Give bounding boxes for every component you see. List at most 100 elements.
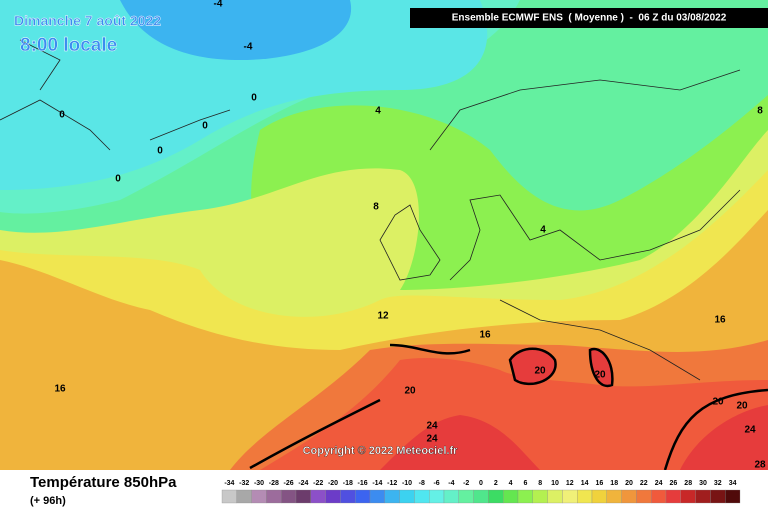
contour-label: 8 [373, 202, 379, 213]
contour-label: 20 [736, 401, 748, 412]
legend-label: -12 [387, 480, 397, 487]
contour-label: 12 [377, 311, 389, 322]
legend-label: -20 [328, 480, 338, 487]
contour-label: -4 [214, 0, 223, 10]
legend-swatch [725, 489, 741, 504]
contour-label: 0 [251, 93, 257, 104]
legend-label: 16 [596, 480, 604, 487]
legend-swatch [443, 489, 459, 504]
legend-swatch [680, 489, 696, 504]
hot-zone [260, 358, 768, 470]
legend-label: -26 [284, 480, 294, 487]
legend-swatch [547, 489, 563, 504]
legend-swatch [473, 489, 489, 504]
legend-swatch [384, 489, 400, 504]
legend-swatch [621, 489, 637, 504]
legend-label: 14 [581, 480, 589, 487]
contour-label: 4 [540, 225, 546, 236]
legend-swatch [695, 489, 711, 504]
legend-label: -2 [463, 480, 469, 487]
legend-swatch [236, 489, 252, 504]
cold-zone [0, 0, 488, 190]
legend-swatch [488, 489, 504, 504]
contour-label: 0 [202, 121, 208, 132]
legend-swatch [295, 489, 311, 504]
legend-label: -8 [419, 480, 425, 487]
legend-label: -14 [372, 480, 382, 487]
legend-swatch [606, 489, 622, 504]
contour-label: 24 [426, 421, 438, 432]
legend-swatch [251, 489, 267, 504]
model-text: Ensemble ECMWF ENS ( Moyenne ) - 06 Z du… [452, 13, 727, 24]
legend-swatch [577, 489, 593, 504]
legend-swatch [591, 489, 607, 504]
legend-label: -4 [448, 480, 454, 487]
legend-label: -16 [358, 480, 368, 487]
contour-label: 16 [54, 384, 66, 395]
legend-label: 12 [566, 480, 574, 487]
legend-label: 28 [684, 480, 692, 487]
legend-label: -6 [433, 480, 439, 487]
legend-label: 0 [479, 480, 483, 487]
legend-swatch [266, 489, 282, 504]
legend-label: 26 [670, 480, 678, 487]
legend-swatch [414, 489, 430, 504]
contour-label: 0 [59, 110, 65, 121]
contour-label: 16 [479, 330, 491, 341]
time-text: 8:00 locale [20, 35, 117, 56]
legend-swatch [355, 489, 371, 504]
contour-label: 4 [375, 106, 381, 117]
contour-label: 24 [426, 434, 438, 445]
very-cold-zone [120, 0, 352, 60]
legend-label: -24 [298, 480, 308, 487]
legend-label: 32 [714, 480, 722, 487]
legend-label: -22 [313, 480, 323, 487]
model-box [410, 8, 768, 28]
legend-swatch [369, 489, 385, 504]
legend-label: 24 [655, 480, 663, 487]
legend-swatch [636, 489, 652, 504]
legend-swatch [340, 489, 356, 504]
legend-label: 22 [640, 480, 648, 487]
legend-swatch [532, 489, 548, 504]
legend-label: 6 [523, 480, 527, 487]
heat-contour [508, 347, 614, 388]
legend-label: -30 [254, 480, 264, 487]
contour-label: 0 [115, 174, 121, 185]
legend-swatch [458, 489, 474, 504]
legend-label: -28 [269, 480, 279, 487]
copyright: Copyright © 2022 Meteociel.fr [303, 445, 459, 457]
footer-subtitle: (+ 96h) [30, 495, 66, 507]
legend-label: 18 [610, 480, 618, 487]
coastline [0, 39, 741, 381]
legend-swatch [665, 489, 681, 504]
legend-label: -10 [402, 480, 412, 487]
legend: -34 -32 -30 -28 -26 -24 -22 -20 -18 -16 -14 -12 -10-… [221, 480, 741, 504]
legend-swatch [503, 489, 519, 504]
contour-label: 20 [712, 397, 724, 408]
legend-swatch [517, 489, 533, 504]
legend-swatch [429, 489, 445, 504]
legend-label: 30 [699, 480, 707, 487]
legend-swatch [325, 489, 341, 504]
contour-20 [249, 343, 768, 471]
contour-label: 16 [714, 315, 726, 326]
legend-swatch [281, 489, 297, 504]
legend-label: -18 [343, 480, 353, 487]
contour-label: 20 [594, 370, 606, 381]
contour-label: 20 [404, 386, 416, 397]
date-text: Dimanche 7 août 2022 [14, 13, 161, 29]
legend-swatch [562, 489, 578, 504]
legend-label: -32 [239, 480, 249, 487]
contour-label: -4 [244, 42, 253, 53]
legend-swatch [310, 489, 326, 504]
legend-label: 10 [551, 480, 559, 487]
contour-label: 8 [757, 106, 763, 117]
contour-labels: -4 -4 0 0 0 0 0 4 4 8 8 12 16 16 16 20 20 20 20 20 24 24 24 28 [54, 0, 766, 471]
contour-label: 0 [157, 146, 163, 157]
legend-swatch [710, 489, 726, 504]
legend-label: 8 [538, 480, 542, 487]
contour-label: 24 [744, 425, 756, 436]
